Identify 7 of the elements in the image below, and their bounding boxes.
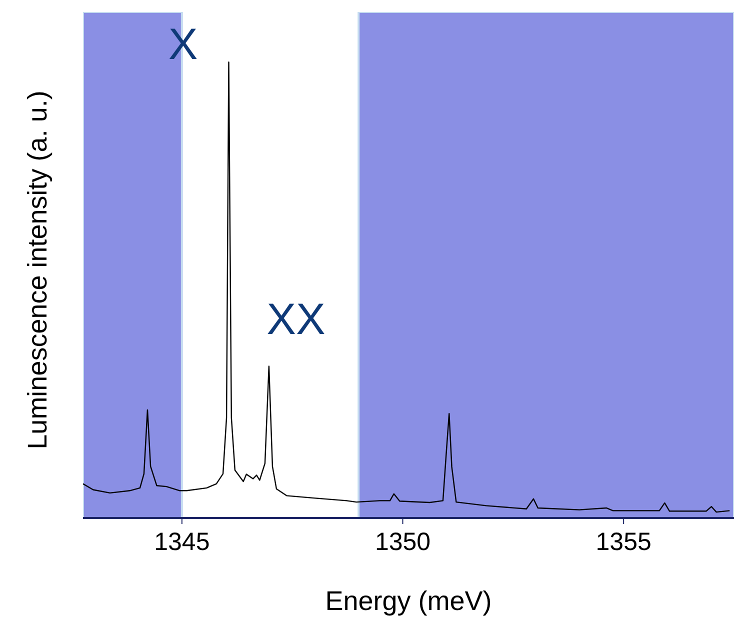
x-tick-label: 1355 <box>596 528 652 556</box>
y-axis-title: Luminescence intensity (a. u.) <box>22 90 54 450</box>
x-axis-title: Energy (meV) <box>325 586 492 616</box>
annotation: X <box>168 20 198 69</box>
x-tick-label: 1345 <box>154 528 210 556</box>
annotation: XX <box>266 295 326 344</box>
x-tick-label: 1350 <box>374 528 431 556</box>
